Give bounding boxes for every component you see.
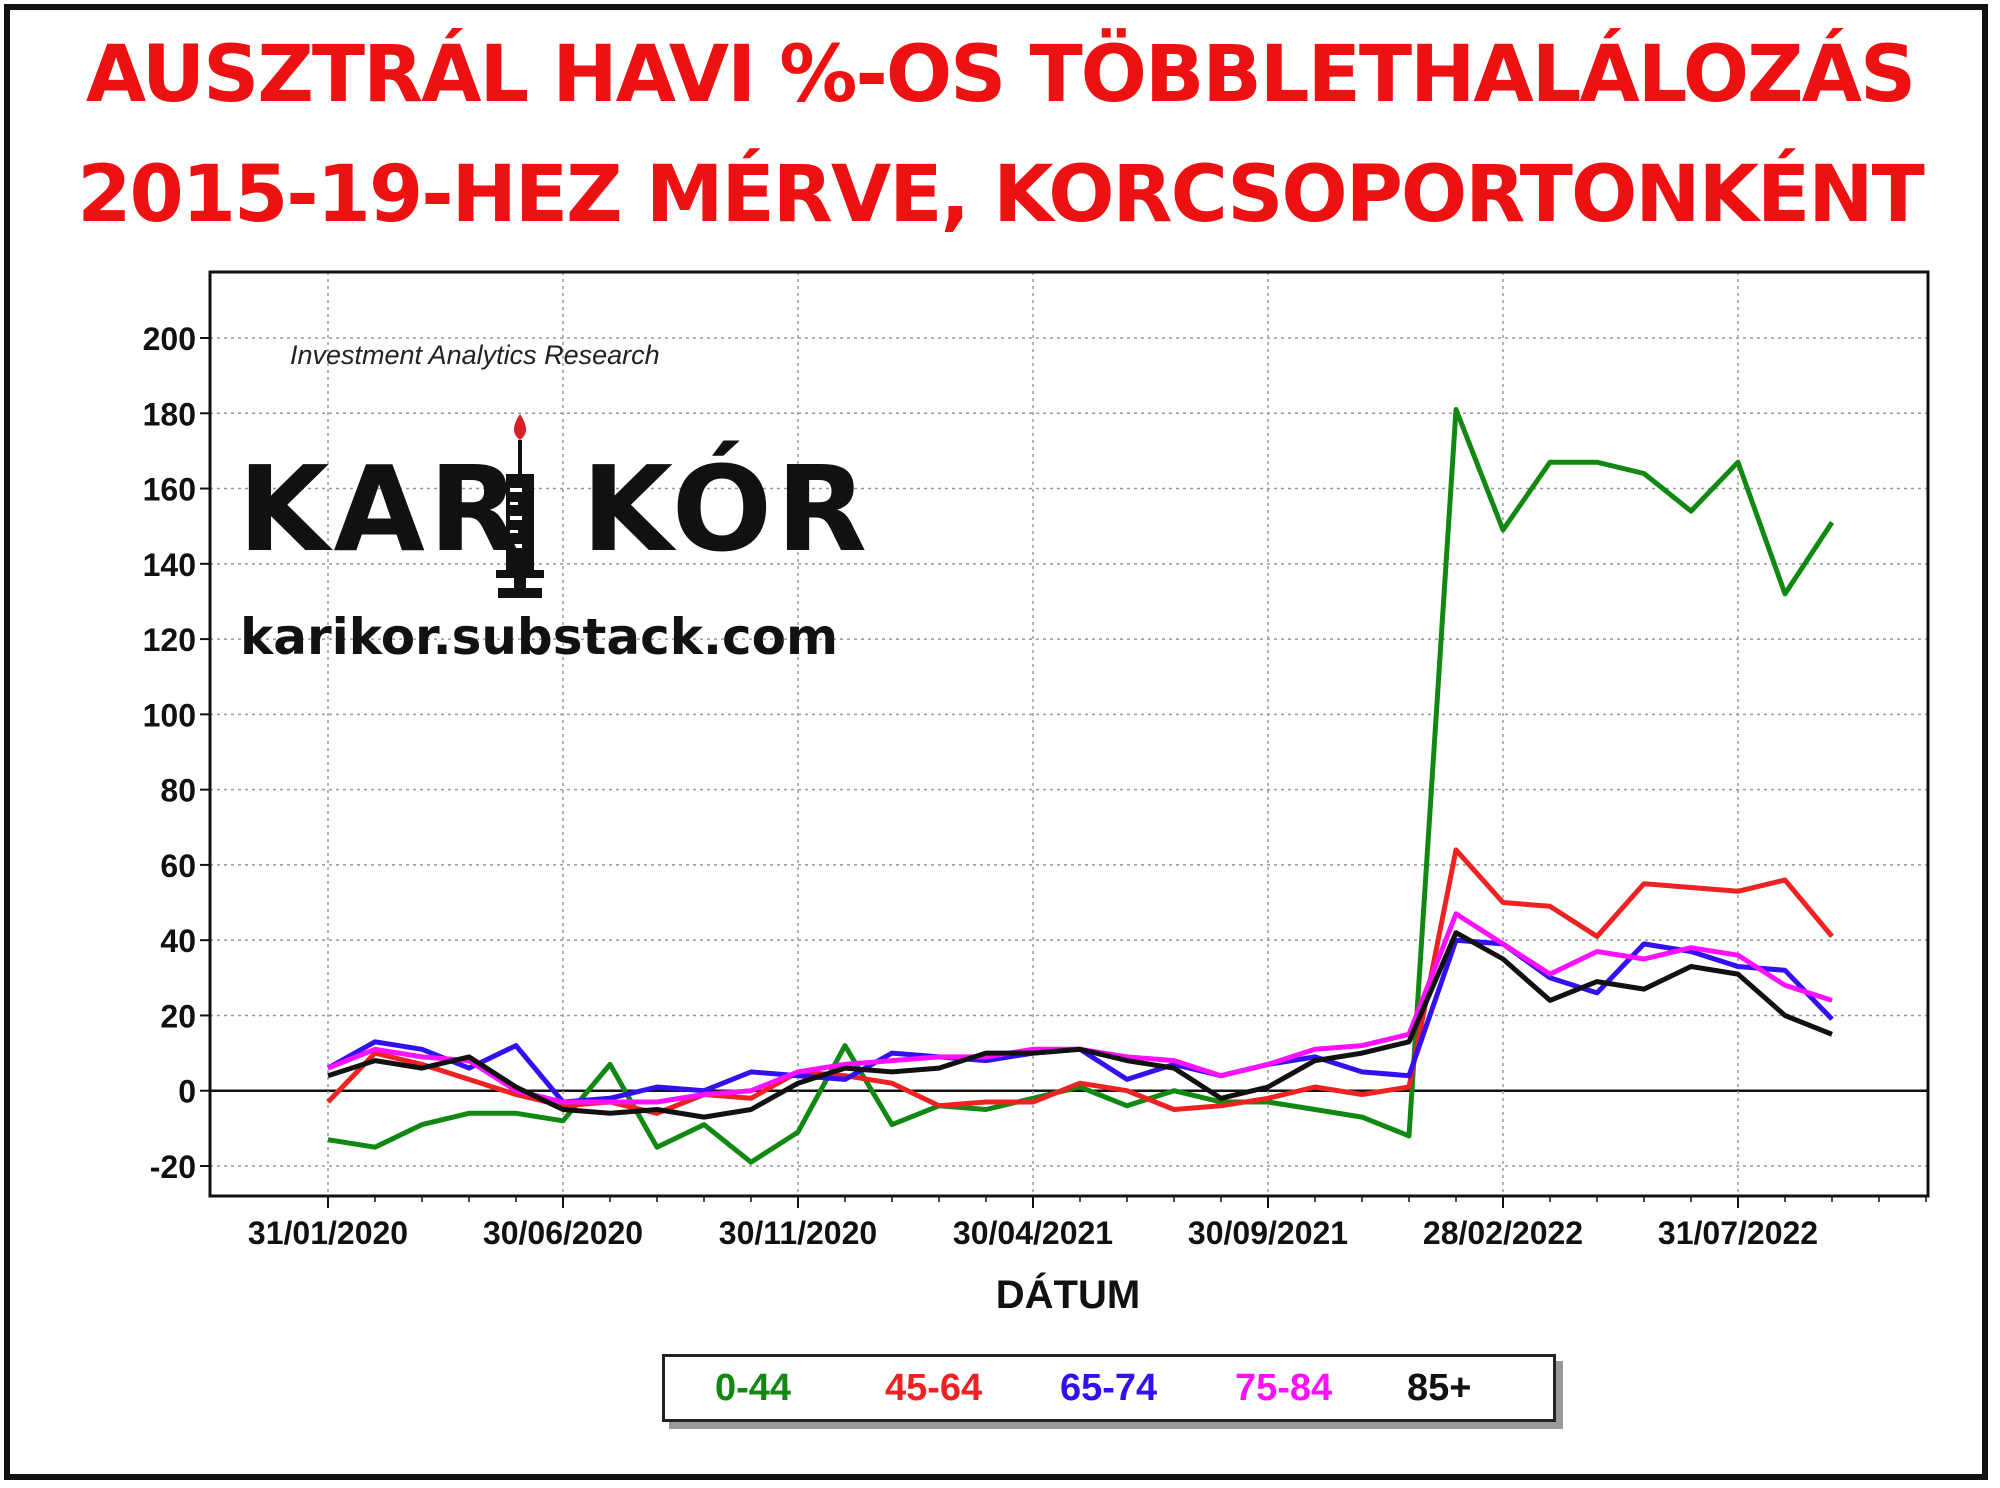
legend-item-75-84: 75-84 bbox=[1235, 1367, 1333, 1409]
legend-item-0-44: 0-44 bbox=[715, 1367, 792, 1409]
y-axis-ticks: -20 0 20 40 60 80 100 120 140 160 180 200 bbox=[143, 321, 210, 1185]
syringe-icon bbox=[496, 414, 544, 598]
brand-url: karikor.substack.com bbox=[240, 608, 839, 666]
grid bbox=[210, 272, 1928, 1196]
chart-title-line-2: 2015-19-HEZ MÉRVE, KORCSOPORTONKÉNT bbox=[77, 150, 1925, 240]
y-tick-label: -20 bbox=[150, 1149, 196, 1185]
chart-title-line-1: AUSZTRÁL HAVI %-OS TÖBBLETHALÁLOZÁS bbox=[85, 30, 1916, 120]
legend-item-45-64: 45-64 bbox=[885, 1367, 983, 1409]
x-tick-label: 30/04/2021 bbox=[953, 1215, 1113, 1251]
x-axis-ticks: 31/01/2020 30/06/2020 30/11/2020 30/04/2021… bbox=[248, 1196, 1927, 1251]
y-tick-label: 180 bbox=[143, 396, 196, 432]
series-line-45-64 bbox=[326, 847, 1834, 1116]
y-tick-label: 20 bbox=[160, 998, 196, 1034]
x-tick-label: 30/06/2020 bbox=[483, 1215, 643, 1251]
series-line-75-84 bbox=[327, 911, 1833, 1105]
y-tick-label: 0 bbox=[178, 1074, 196, 1110]
plot-area-border bbox=[208, 270, 1930, 1198]
brand-part-1: KAR bbox=[238, 440, 524, 578]
y-tick-label: 160 bbox=[143, 472, 196, 508]
outer-frame bbox=[4, 4, 1988, 1480]
x-tick-label: 30/11/2020 bbox=[719, 1215, 877, 1251]
y-tick-label: 140 bbox=[143, 547, 196, 583]
x-axis-label: DÁTUM bbox=[996, 1272, 1140, 1317]
y-tick-label: 200 bbox=[143, 321, 196, 357]
brand-part-2: KÓR bbox=[581, 440, 871, 578]
y-tick-label: 40 bbox=[160, 923, 196, 959]
x-tick-label: 31/01/2020 bbox=[248, 1215, 408, 1251]
y-tick-label: 120 bbox=[143, 622, 196, 658]
legend: 0-44 45-64 65-74 75-84 85+ bbox=[662, 1354, 1556, 1422]
y-tick-label: 60 bbox=[160, 848, 196, 884]
x-tick-label: 30/09/2021 bbox=[1188, 1215, 1348, 1251]
series-line-65-74 bbox=[326, 937, 1834, 1105]
legend-item-65-74: 65-74 bbox=[1060, 1367, 1158, 1409]
legend-item-85+: 85+ bbox=[1407, 1367, 1472, 1409]
y-tick-label: 80 bbox=[160, 773, 196, 809]
x-tick-label: 28/02/2022 bbox=[1423, 1215, 1583, 1251]
research-label: Investment Analytics Research bbox=[290, 340, 660, 370]
brand-wordmark: KAR KÓR bbox=[238, 440, 871, 578]
y-tick-label: 100 bbox=[143, 697, 196, 733]
x-tick-label: 31/07/2022 bbox=[1658, 1215, 1818, 1251]
series-lines bbox=[326, 407, 1835, 1165]
series-line-85+ bbox=[327, 930, 1833, 1120]
